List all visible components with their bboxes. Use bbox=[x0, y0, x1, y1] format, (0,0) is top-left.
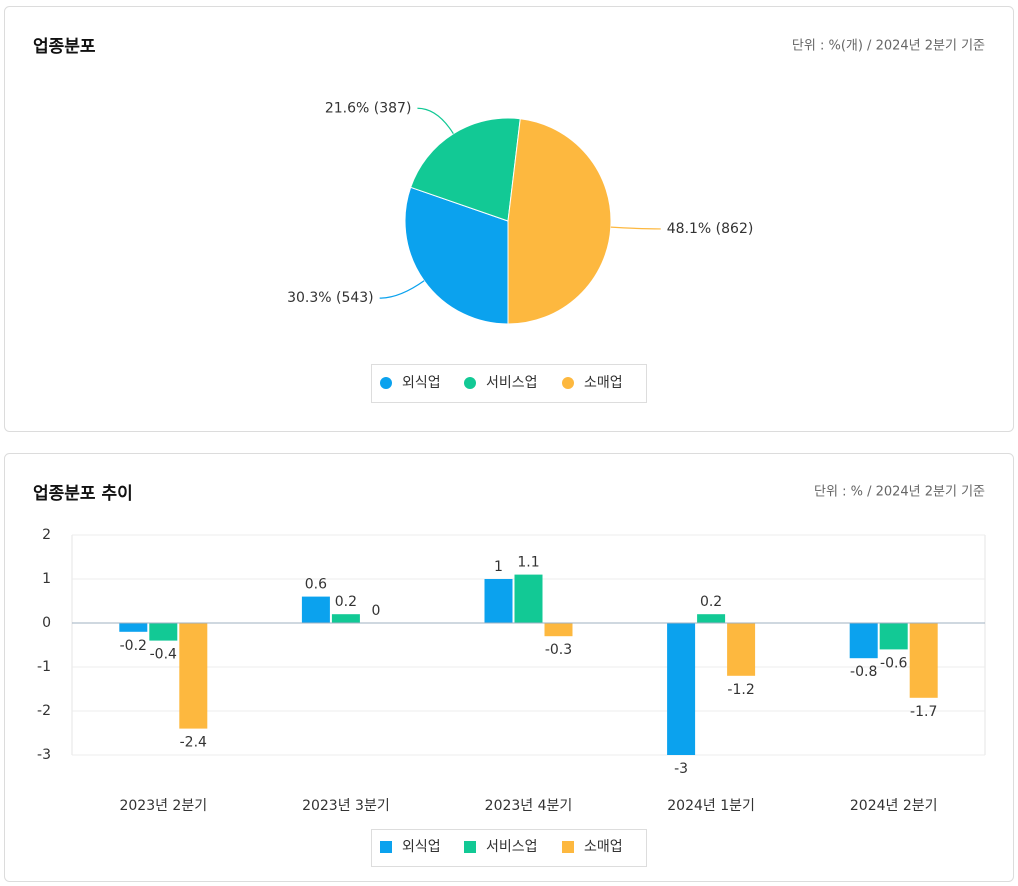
chart-title: 업종분포 추이 bbox=[33, 484, 133, 504]
data-label: 0.2 bbox=[700, 594, 722, 610]
y-tick-label: -2 bbox=[37, 703, 51, 719]
pie-slice bbox=[410, 117, 521, 222]
label-connector bbox=[417, 107, 454, 135]
legend-marker bbox=[464, 377, 476, 389]
legend-box bbox=[371, 829, 647, 867]
label-connector bbox=[610, 226, 661, 230]
bar bbox=[119, 623, 148, 632]
bar bbox=[179, 623, 208, 729]
bar bbox=[331, 614, 360, 623]
bar bbox=[849, 623, 878, 659]
bar bbox=[879, 623, 908, 650]
bar bbox=[727, 623, 756, 676]
bar bbox=[697, 614, 726, 623]
y-tick-label: 0 bbox=[42, 615, 51, 631]
legend-label: 외식업 bbox=[402, 375, 441, 391]
data-label: 1.1 bbox=[517, 555, 539, 571]
bar bbox=[514, 574, 543, 623]
legend-label: 소매업 bbox=[584, 375, 623, 391]
bar bbox=[544, 623, 573, 637]
data-label: 0.2 bbox=[335, 594, 357, 610]
data-label: 48.1% (862) bbox=[667, 221, 754, 237]
data-label: -3 bbox=[674, 761, 688, 777]
x-tick-label: 2023년 4분기 bbox=[485, 798, 573, 814]
chart-subtitle: 단위 : % / 2024년 2분기 기준 bbox=[814, 485, 985, 500]
chart-subtitle: 단위 : %(개) / 2024년 2분기 기준 bbox=[792, 39, 985, 54]
y-tick-label: -1 bbox=[37, 659, 51, 675]
legend-box bbox=[371, 364, 647, 403]
pie-slice bbox=[404, 186, 509, 325]
legend-marker bbox=[464, 841, 476, 853]
data-label: -0.4 bbox=[150, 647, 177, 663]
legend-marker bbox=[380, 841, 392, 853]
x-tick-label: 2023년 3분기 bbox=[302, 798, 390, 814]
data-label: -0.3 bbox=[545, 642, 572, 658]
data-label: 30.3% (543) bbox=[287, 290, 374, 306]
x-tick-label: 2024년 1분기 bbox=[667, 798, 755, 814]
data-label: 21.6% (387) bbox=[325, 100, 412, 116]
legend-label: 서비스업 bbox=[486, 375, 538, 391]
data-label: -1.7 bbox=[910, 704, 937, 720]
bar bbox=[484, 579, 513, 623]
y-tick-label: -3 bbox=[37, 747, 51, 763]
data-label: -0.2 bbox=[120, 638, 147, 654]
data-label: -1.2 bbox=[727, 682, 754, 698]
data-label: 0 bbox=[371, 603, 380, 619]
y-tick-label: 1 bbox=[42, 571, 51, 587]
y-tick-label: 2 bbox=[42, 527, 51, 543]
legend-marker bbox=[562, 377, 574, 389]
data-label: -0.6 bbox=[880, 655, 907, 671]
legend-marker bbox=[562, 841, 574, 853]
legend-label: 서비스업 bbox=[486, 839, 538, 855]
data-label: 1 bbox=[494, 559, 503, 575]
bar bbox=[667, 623, 696, 755]
x-tick-label: 2023년 2분기 bbox=[119, 798, 207, 814]
bar bbox=[149, 623, 178, 641]
chart-title: 업종분포 bbox=[33, 37, 96, 57]
data-label: -0.8 bbox=[850, 664, 877, 680]
x-tick-label: 2024년 2분기 bbox=[850, 798, 938, 814]
legend-label: 소매업 bbox=[584, 839, 623, 855]
legend-label: 외식업 bbox=[402, 839, 441, 855]
data-label: 0.6 bbox=[305, 577, 327, 593]
pie-slice bbox=[507, 118, 612, 325]
label-connector bbox=[379, 280, 425, 299]
bar bbox=[301, 596, 330, 623]
data-label: -2.4 bbox=[180, 735, 207, 751]
legend-marker bbox=[380, 377, 392, 389]
bar bbox=[909, 623, 938, 698]
